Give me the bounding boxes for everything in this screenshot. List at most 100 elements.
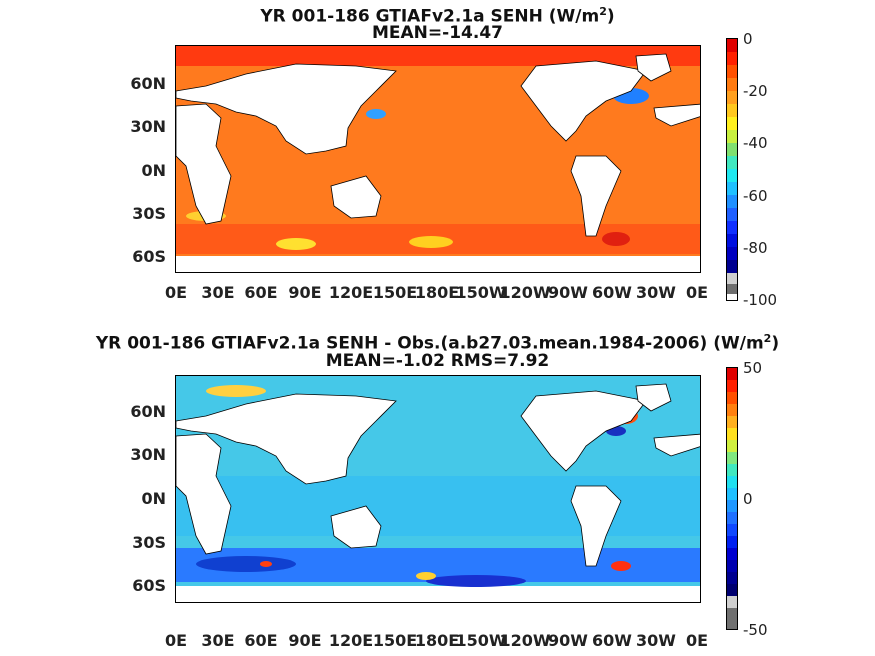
cbar1-seg <box>727 221 737 234</box>
panel1-title: YR 001-186 GTIAFv2.1a SENH (W/m2) <box>0 2 875 27</box>
cbar2-seg <box>727 476 737 488</box>
panel2-europe-west <box>653 433 700 457</box>
panel2-anomaly-blue2 <box>426 575 526 587</box>
panel2-title-sup: 2 <box>763 332 772 345</box>
panel2-eurasia <box>176 393 397 485</box>
cbar2-seg <box>727 404 737 416</box>
cbar1-seg <box>727 195 737 208</box>
panel1-cbar-tick: -20 <box>743 82 768 100</box>
cbar1-seg <box>727 130 737 143</box>
panel2-lon-label: 150W <box>455 631 507 650</box>
panel1-lon-label: 120W <box>499 283 551 302</box>
cbar2-seg <box>727 464 737 476</box>
panel1-colorbar <box>726 38 738 301</box>
panel2-lon-label: 90W <box>548 631 588 650</box>
cbar2-seg <box>727 572 737 584</box>
cbar2-seg <box>727 524 737 536</box>
panel2-lon-label: 150E <box>372 631 418 650</box>
panel2-subtitle: MEAN=-1.02 RMS=7.92 <box>325 351 550 371</box>
cbar2-seg <box>727 380 737 392</box>
panel2-title-suffix: ) <box>771 333 780 354</box>
panel1-lat-label: 60S <box>132 247 166 266</box>
panel2-lon-label: 120E <box>328 631 374 650</box>
panel1-australia <box>330 175 382 219</box>
panel2-lat-label: 60N <box>130 402 166 421</box>
panel1-lon-label: 90W <box>548 283 588 302</box>
panel2-cbar-tick: 50 <box>743 359 763 377</box>
panel1-lon-label: 60W <box>592 283 632 302</box>
panel1-lon-label: 0E <box>685 283 709 302</box>
panel1-lon-label: 30W <box>636 283 676 302</box>
panel1-africa <box>176 103 232 225</box>
panel1-lat-label: 30S <box>132 204 166 223</box>
panel2-lat-label: 60S <box>132 576 166 595</box>
cbar2-seg <box>727 536 737 548</box>
cbar2-seg <box>727 440 737 452</box>
panel1-lon-label: 150E <box>372 283 418 302</box>
panel1-subtitle: MEAN=-14.47 <box>372 23 503 43</box>
panel2-anomaly-red2 <box>611 561 631 571</box>
panel2-title: YR 001-186 GTIAFv2.1a SENH - Obs.(a.b27.… <box>0 329 875 354</box>
panel1-south-america <box>570 155 622 237</box>
panel1-lon-label: 0E <box>164 283 188 302</box>
panel2-lon-label: 60E <box>244 631 278 650</box>
panel1-europe-west <box>653 103 700 127</box>
cbar1-seg <box>727 104 737 117</box>
cbar1-seg <box>727 143 737 156</box>
panel1-lat-label: 0N <box>141 161 166 180</box>
panel1-lon-label: 90E <box>288 283 322 302</box>
cbar2-seg <box>727 488 737 500</box>
cbar2-seg <box>727 452 737 464</box>
cbar1-seg <box>727 65 737 78</box>
panel1-cbar-tick: 0 <box>743 30 753 48</box>
cbar1-seg <box>727 273 737 284</box>
cbar2-seg <box>727 584 737 596</box>
panel1-cbar-tick: -100 <box>743 291 778 309</box>
panel2-lon-label: 30W <box>636 631 676 650</box>
cbar1-seg <box>727 52 737 65</box>
panel1-lat-label: 60N <box>130 74 166 93</box>
panel1-lon-label: 30E <box>201 283 235 302</box>
panel2-australia <box>330 505 382 549</box>
panel2-anomaly-blue <box>196 556 296 572</box>
cbar1-seg <box>727 78 737 91</box>
panel2-cbar-tick: -50 <box>743 621 768 639</box>
panel1-map <box>175 45 701 273</box>
panel2-title-text: YR 001-186 GTIAFv2.1a SENH - Obs.(a.b27.… <box>95 333 764 354</box>
panel1-land <box>176 53 700 237</box>
panel1-lon-label: 120E <box>328 283 374 302</box>
panel2-lon-label: 120W <box>499 631 551 650</box>
panel1-cbar-tick: -80 <box>743 239 768 257</box>
cbar1-seg <box>727 284 737 294</box>
cbar1-seg <box>727 182 737 195</box>
panel2-lon-label: 180E <box>414 631 460 650</box>
cbar1-seg <box>727 39 737 52</box>
panel2-anomaly-yellow <box>416 572 436 580</box>
panel2-land <box>176 383 700 567</box>
cbar2-seg <box>727 428 737 440</box>
cbar1-seg <box>727 234 737 247</box>
panel2-lat-label: 0N <box>141 489 166 508</box>
cbar2-seg <box>727 500 737 512</box>
cbar2-seg <box>727 608 737 629</box>
panel2-lon-label: 30E <box>201 631 235 650</box>
panel2-cbar-tick: 0 <box>743 490 753 508</box>
panel2-antarctica <box>176 586 700 602</box>
cbar1-seg <box>727 91 737 104</box>
panel2-arctic-warm <box>206 385 266 397</box>
panel1-kuroshio <box>366 109 386 119</box>
panel1-lon-label: 150W <box>455 283 507 302</box>
cbar2-seg <box>727 596 737 608</box>
panel1-cbar-tick: -60 <box>743 187 768 205</box>
cbar1-seg <box>727 156 737 169</box>
panel2-anomaly-red <box>260 561 272 567</box>
panel1-title-text: YR 001-186 GTIAFv2.1a SENH (W/m <box>260 6 600 27</box>
cbar1-seg <box>727 208 737 221</box>
panel1-lon-label: 180E <box>414 283 460 302</box>
panel2-lat-label: 30N <box>130 445 166 464</box>
cbar1-seg <box>727 117 737 130</box>
cbar1-seg <box>727 247 737 260</box>
panel1-antarctica <box>176 256 700 272</box>
panel2-colorbar <box>726 367 738 630</box>
panel2-map-svg <box>176 376 700 602</box>
